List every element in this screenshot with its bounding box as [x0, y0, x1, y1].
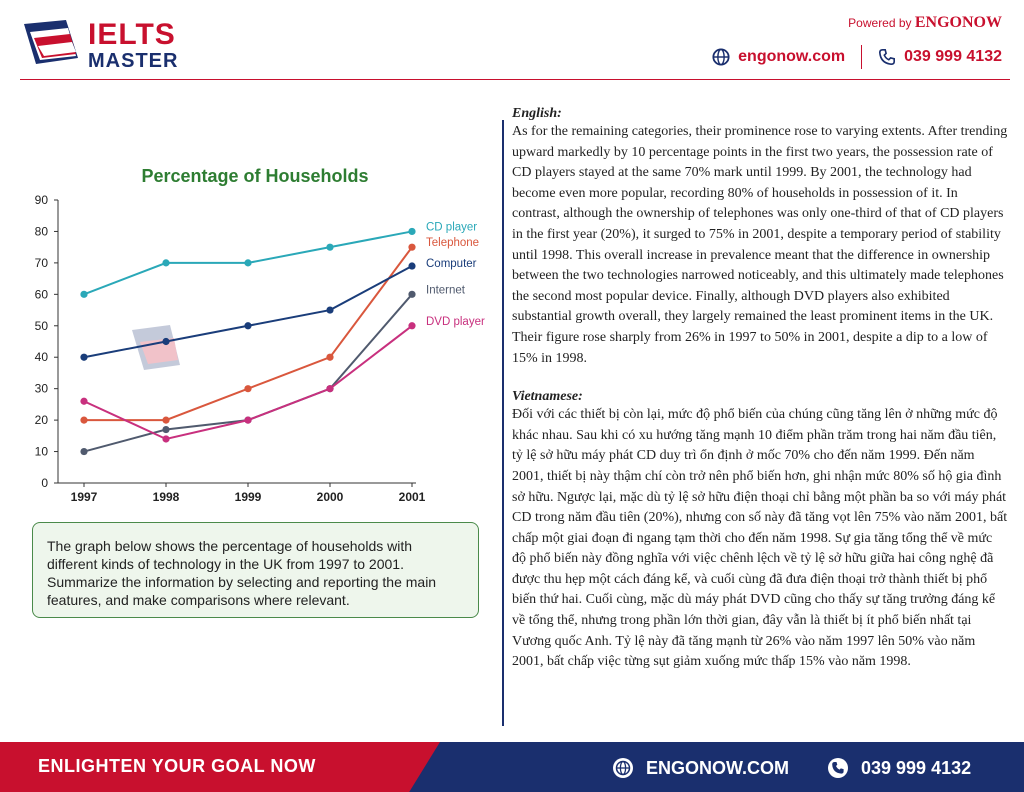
- y-tick-label: 30: [35, 382, 49, 396]
- header-contact: engonow.com 039 999 4132: [712, 44, 1002, 70]
- data-point: [80, 447, 88, 456]
- chart-title: Percentage of Households: [141, 166, 369, 186]
- data-point: [244, 416, 252, 424]
- logo-line2: MASTER: [88, 50, 179, 72]
- header-phone-link[interactable]: 039 999 4132: [904, 48, 1002, 65]
- series-label: CD player: [426, 221, 477, 233]
- data-point: [326, 306, 334, 314]
- header-website-link[interactable]: engonow.com: [738, 48, 846, 65]
- y-tick-label: 50: [35, 319, 49, 333]
- x-tick-label: 1999: [235, 490, 262, 504]
- data-point: [244, 322, 252, 330]
- data-point: [408, 227, 416, 236]
- data-point: [408, 262, 416, 270]
- footer-website-link[interactable]: ENGONOW.COM: [646, 757, 789, 778]
- y-tick-label: 20: [35, 413, 49, 427]
- vietnamese-paragraph: Đối với các thiết bị còn lại, mức độ phổ…: [512, 407, 1008, 670]
- vietnamese-label: Vietnamese:: [512, 389, 583, 405]
- data-point: [80, 290, 88, 298]
- logo-book-icon: [24, 20, 78, 64]
- footer-contact: ENGONOW.COM 039 999 4132: [612, 756, 971, 780]
- powered-by: Powered by ENGONOW: [848, 14, 1002, 32]
- page-header: IELTS MASTER Powered by ENGONOW engonow.…: [0, 0, 1024, 80]
- x-tick-label: 2000: [317, 490, 344, 504]
- sample-answer: English: As for the remaining categories…: [512, 106, 1008, 673]
- globe-icon: [712, 48, 730, 66]
- data-point: [80, 416, 88, 424]
- y-tick-label: 60: [35, 287, 49, 301]
- series-label: Internet: [426, 284, 466, 296]
- data-point: [162, 337, 170, 346]
- phone-icon: [828, 758, 848, 778]
- header-divider-line: [20, 79, 1010, 80]
- footer-slogan: ENLIGHTEN YOUR GOAL NOW: [38, 756, 316, 776]
- data-point: [162, 435, 170, 443]
- ielts-master-logo[interactable]: IELTS MASTER: [22, 14, 182, 72]
- data-point: [162, 416, 170, 424]
- powered-prefix: Powered by: [848, 16, 915, 30]
- header-divider: [861, 45, 863, 69]
- powered-brand: ENGONOW: [914, 14, 1002, 31]
- data-point: [408, 290, 416, 298]
- x-tick-label: 1997: [71, 490, 98, 504]
- data-point: [162, 259, 170, 267]
- task-prompt-text: The graph below shows the percentage of …: [47, 538, 437, 608]
- data-point: [326, 243, 334, 251]
- logo-line1: IELTS: [88, 18, 176, 51]
- data-point: [162, 425, 170, 434]
- data-point: [326, 385, 334, 393]
- watermark-logo: [132, 325, 180, 370]
- section-gap: [512, 369, 1008, 389]
- y-tick-label: 70: [35, 256, 49, 270]
- task-prompt-box: The graph below shows the percentage of …: [32, 522, 479, 618]
- data-point: [326, 353, 334, 361]
- y-tick-label: 80: [35, 224, 49, 238]
- globe-icon: [613, 758, 633, 778]
- line-chart: Percentage of Households 0 10 20 30 40 50 60 70…: [20, 160, 490, 510]
- series-label: Telephone: [426, 237, 479, 249]
- series-label: Computer: [426, 258, 477, 270]
- data-point: [408, 243, 416, 251]
- data-point: [244, 385, 252, 393]
- english-paragraph: As for the remaining categories, their p…: [512, 124, 1008, 366]
- x-tick-label: 1998: [153, 490, 180, 504]
- english-label: English:: [512, 106, 562, 121]
- series-line-internet: [83, 293, 413, 453]
- article-vertical-rule: [502, 120, 504, 726]
- y-tick-label: 90: [35, 193, 49, 207]
- data-point: [244, 259, 252, 267]
- y-tick-label: 40: [35, 350, 49, 364]
- y-tick-label: 0: [41, 476, 48, 490]
- phone-icon: [879, 48, 896, 66]
- chart-plot: 0 10 20 30 40 50 60 70 80 90 1997 1998 1999 2000 2001 C…: [35, 193, 485, 504]
- data-point: [408, 322, 416, 330]
- series-label: DVD player: [426, 316, 485, 328]
- data-point: [80, 353, 88, 361]
- x-tick-label: 2001: [399, 490, 426, 504]
- data-point: [80, 397, 88, 405]
- y-tick-label: 10: [35, 445, 49, 459]
- footer-phone-link[interactable]: 039 999 4132: [861, 757, 972, 778]
- footer-accent: [0, 742, 440, 792]
